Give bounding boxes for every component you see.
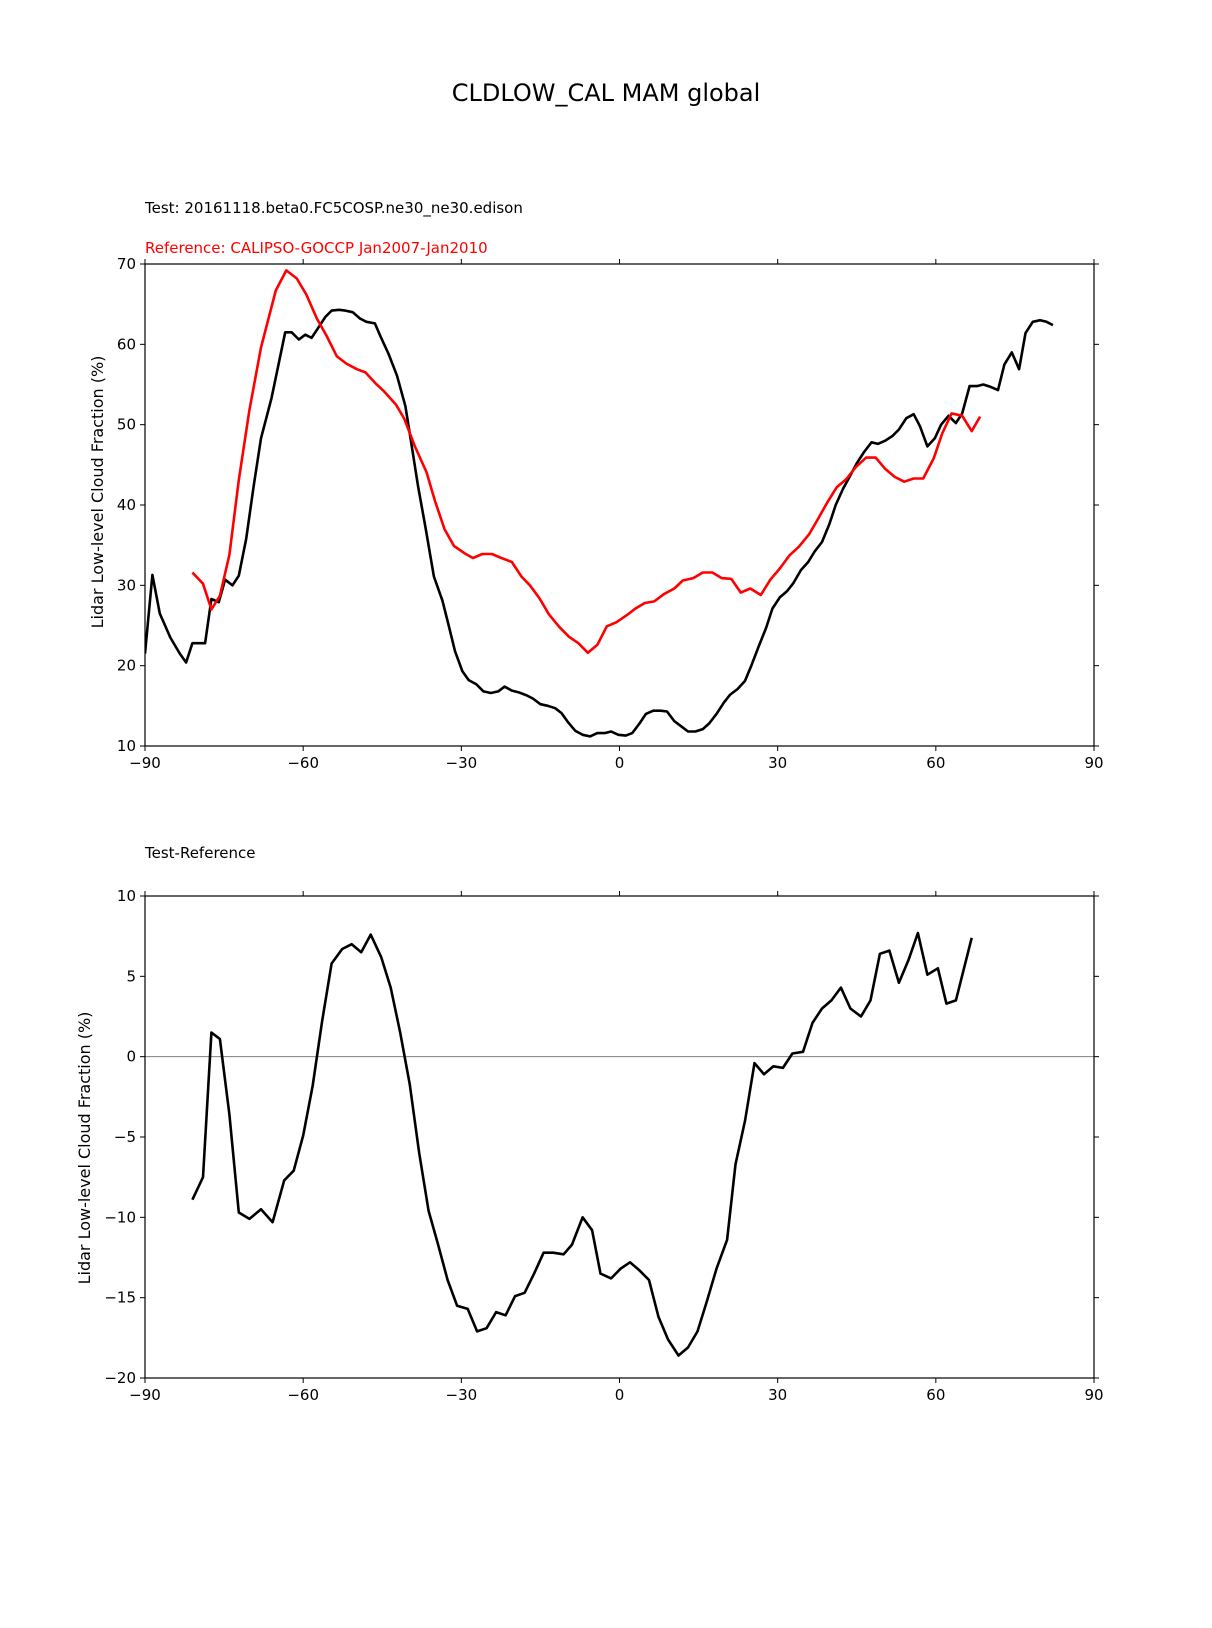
top-series-reference [191,269,982,655]
top-y-tick-label: 10 [117,737,136,755]
bottom-axes-decor: −90 −60 −30 0 30 60 90 −20 −15 −10 −5 0 5 10 [104,887,1103,1404]
bottom-y-tick-label: −10 [104,1208,136,1226]
figure-title: CLDLOW_CAL MAM global [452,79,761,107]
top-x-tick-label: 90 [1084,754,1103,772]
bottom-x-tick-label: 60 [926,1386,945,1404]
top-y-axis-label: Lidar Low-level Cloud Fraction (%) [88,356,107,629]
top-x-tick-label: 30 [768,754,787,772]
bottom-x-tick-label: −60 [287,1386,319,1404]
bottom-x-tick-label: 0 [615,1386,625,1404]
bottom-series-test-reference [191,931,973,1357]
bottom-series-group [191,931,973,1357]
bottom-y-tick-label: −15 [104,1289,136,1307]
top-x-tick-label: −90 [129,754,161,772]
bottom-x-tick-label: −90 [129,1386,161,1404]
top-x-tick-label: −30 [446,754,478,772]
top-x-tick-label: 60 [926,754,945,772]
bottom-y-axis-label: Lidar Low-level Cloud Fraction (%) [75,1012,94,1285]
top-series-group [145,269,1054,738]
bottom-y-tick-label: −5 [114,1128,136,1146]
bottom-y-tick-label: −20 [104,1369,136,1387]
bottom-y-tick-label: 0 [126,1048,136,1066]
top-y-tick-label: 50 [117,416,136,434]
top-panel: Test: 20161118.beta0.FC5COSP.ne30_ne30.e… [88,199,1104,772]
bottom-x-tick-label: 90 [1084,1386,1103,1404]
reference-subtitle: Reference: CALIPSO-GOCCP Jan2007-Jan2010 [145,239,488,257]
bottom-x-tick-label: −30 [446,1386,478,1404]
top-axes-decor: −90 −60 −30 0 30 60 90 10 20 30 40 50 60 70 [117,255,1104,772]
top-y-tick-label: 40 [117,496,136,514]
difference-subtitle: Test-Reference [144,844,256,862]
top-x-tick-label: −60 [287,754,319,772]
top-y-tick-label: 20 [117,657,136,675]
bottom-panel: Test-Reference Lidar Low-level Cloud Fra… [75,844,1104,1404]
bottom-x-tick-label: 30 [768,1386,787,1404]
top-series-test [145,308,1054,738]
top-x-tick-label: 0 [615,754,625,772]
bottom-y-tick-label: 10 [117,887,136,905]
top-y-tick-label: 30 [117,576,136,594]
top-plot-frame [144,263,1095,747]
bottom-plot-frame [144,895,1095,1379]
top-y-tick-label: 70 [117,255,136,273]
top-y-tick-label: 60 [117,335,136,353]
test-subtitle: Test: 20161118.beta0.FC5COSP.ne30_ne30.e… [144,199,523,218]
bottom-y-tick-label: 5 [126,967,136,985]
